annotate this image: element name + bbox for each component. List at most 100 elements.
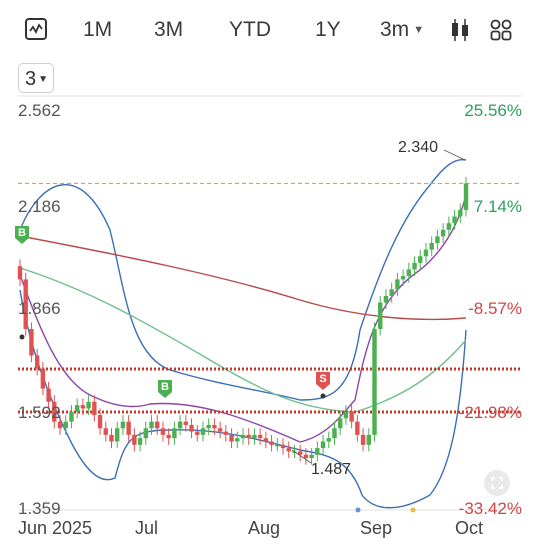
candle-body: [149, 421, 154, 429]
period-1y-tab[interactable]: 1Y: [315, 18, 341, 41]
candle-body: [212, 424, 217, 429]
candle-body: [143, 428, 148, 439]
candle-body: [183, 421, 189, 425]
point-dot-2: [320, 393, 326, 399]
x-label-aug: Aug: [248, 518, 281, 538]
interval-dropdown[interactable]: 3m ▼: [380, 14, 424, 46]
candles: [17, 176, 469, 465]
grid-icon[interactable]: [490, 19, 512, 41]
markers: B B S: [15, 149, 466, 513]
candle-body: [257, 434, 263, 439]
candle-body: [383, 295, 389, 303]
line-chart-icon[interactable]: [25, 18, 47, 40]
expand-button[interactable]: [484, 470, 510, 496]
candle-body: [217, 428, 223, 432]
candle-body: [80, 405, 86, 409]
price-label-1359: 1.359: [18, 499, 61, 518]
period-1m-tab[interactable]: 1M: [83, 18, 113, 41]
candle-body: [86, 401, 91, 409]
candle-body: [246, 434, 251, 439]
bollinger-lower: [19, 289, 467, 509]
candle-body: [400, 276, 406, 280]
indicator-selector[interactable]: 3 ▼: [18, 63, 54, 93]
candle-body: [343, 411, 349, 419]
reference-lines: [18, 182, 522, 414]
high-pointer-line: [443, 149, 466, 161]
candle-body: [338, 418, 343, 429]
candle-body: [297, 451, 303, 455]
candle-body: [429, 242, 434, 250]
expand-icon: [491, 477, 503, 489]
candle-body: [172, 428, 177, 439]
candle-body: [303, 454, 309, 459]
low-pointer-line: [291, 449, 312, 464]
point-dot-1: [19, 334, 25, 340]
x-label-jul: Jul: [135, 518, 159, 538]
indicator-selector-value: 3: [25, 68, 37, 90]
pct-label-neg21: -21.98%: [458, 403, 522, 422]
candle-body: [177, 421, 183, 429]
chevron-down-icon: ▼: [413, 24, 425, 37]
candle-body: [418, 256, 423, 263]
period-3m-tab[interactable]: 3M: [154, 18, 184, 41]
candle-body: [360, 434, 366, 445]
event-dot-blue: [355, 507, 361, 513]
buy-marker-2-text: B: [161, 381, 169, 393]
pct-label-neg33: -33.42%: [458, 499, 522, 518]
event-dot-yellow: [410, 507, 416, 513]
price-label-2186: 2.186: [18, 197, 61, 216]
candle-body: [446, 223, 452, 230]
candle-body: [103, 428, 108, 435]
candle-body: [326, 438, 331, 442]
candle-body: [34, 355, 40, 369]
candle-body: [52, 401, 57, 422]
candle-body: [69, 411, 74, 422]
candle-body: [63, 421, 68, 429]
candle-body: [223, 431, 229, 435]
x-label-oct: Oct: [455, 518, 484, 538]
candle-body: [372, 329, 377, 435]
ma-long-line: [19, 235, 467, 321]
candle-body: [355, 421, 360, 435]
candle-body: [235, 438, 240, 442]
candle-body: [423, 249, 429, 257]
candle-body: [378, 302, 383, 330]
candle-body: [292, 451, 297, 453]
period-ytd-tab[interactable]: YTD: [229, 18, 271, 41]
candle-body: [229, 434, 234, 442]
moving-averages: [19, 194, 467, 443]
candle-body: [366, 434, 371, 445]
candle-body: [120, 421, 126, 429]
sell-marker-text: S: [319, 373, 326, 385]
interval-value: 3m: [380, 18, 410, 41]
candle-body: [280, 444, 286, 449]
candle-body: [155, 421, 160, 429]
sell-marker-shape: [316, 372, 330, 390]
pct-label-neg8: -8.57%: [468, 299, 522, 318]
bollinger-upper: [19, 158, 467, 401]
candle-body: [57, 421, 63, 429]
candle-body: [395, 279, 400, 290]
candle-body: [97, 415, 103, 429]
bollinger-bands: [19, 158, 467, 509]
candle-body: [389, 289, 394, 296]
candle-body: [463, 183, 469, 210]
candle-body: [92, 401, 97, 416]
candlestick-icon[interactable]: [450, 18, 470, 42]
candle-body: [412, 262, 417, 270]
candle-body: [74, 405, 80, 412]
candle-body: [109, 434, 114, 442]
candle-body: [29, 329, 34, 356]
x-label-jun: Jun 2025: [18, 518, 93, 538]
price-label-1592: 1.592: [18, 403, 61, 422]
candle-body: [206, 424, 211, 429]
candle-body: [132, 434, 137, 445]
candle-body: [458, 209, 463, 217]
candle-body: [320, 441, 326, 449]
candle-body: [200, 428, 206, 435]
candle-body: [269, 441, 274, 445]
candle-body: [189, 424, 194, 432]
candle-body: [315, 448, 320, 455]
candle-body: [160, 428, 166, 435]
